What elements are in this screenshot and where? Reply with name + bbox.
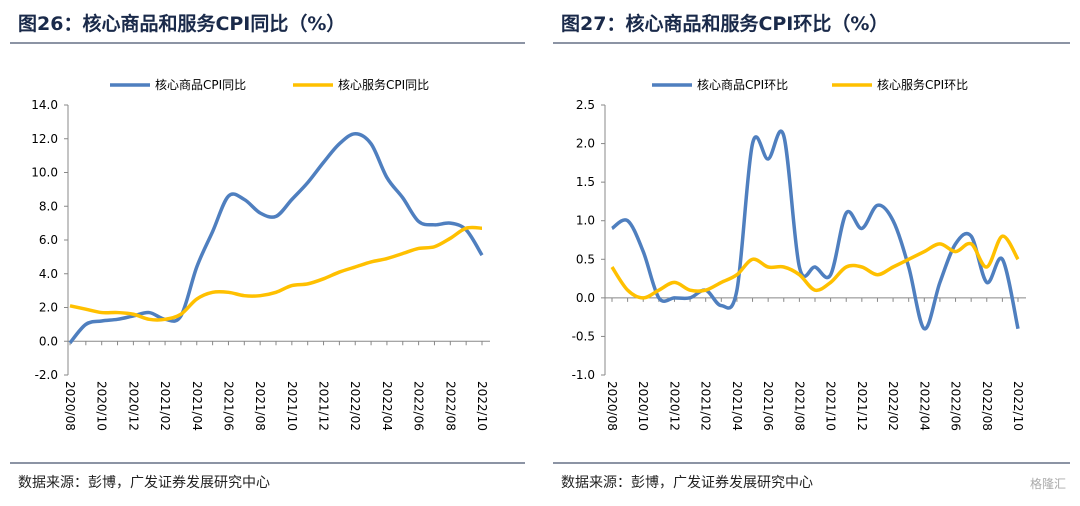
y-tick-label: 0.0 xyxy=(576,291,595,305)
series-line xyxy=(610,234,1020,300)
y-tick-label: -0.5 xyxy=(572,329,595,343)
x-tick-label: 2022/08 xyxy=(980,381,994,431)
y-tick-label: 0.0 xyxy=(39,334,58,348)
x-tick-label: 2022/06 xyxy=(949,381,963,431)
x-tick-label: 2022/04 xyxy=(917,381,931,431)
x-tick-label: 2022/02 xyxy=(886,381,900,431)
x-tick-label: 2022/10 xyxy=(1011,381,1025,431)
x-tick-label: 2021/06 xyxy=(761,381,775,431)
chart-title: 图27：核心商品和服务CPI环比（%） xyxy=(561,12,888,35)
y-tick-label: 4.0 xyxy=(39,267,58,281)
watermark: 格隆汇 xyxy=(1030,476,1066,491)
series-line xyxy=(69,225,483,322)
x-tick-label: 2022/08 xyxy=(443,381,457,431)
x-tick-label: 2021/04 xyxy=(190,381,204,431)
y-tick-label: -1.0 xyxy=(572,368,595,382)
x-tick-label: 2021/02 xyxy=(158,381,172,431)
x-tick-label: 2021/02 xyxy=(699,381,713,431)
legend-label: 核心服务CPI环比 xyxy=(877,77,968,92)
x-tick-label: 2020/10 xyxy=(636,381,650,431)
x-tick-label: 2021/12 xyxy=(855,381,869,431)
x-tick-label: 2021/06 xyxy=(221,381,235,431)
y-tick-label: 6.0 xyxy=(39,233,58,247)
y-tick-label: 14.0 xyxy=(31,98,58,112)
y-tick-label: 2.5 xyxy=(576,98,595,112)
x-tick-label: 2022/04 xyxy=(380,381,394,431)
legend-label: 核心商品CPI环比 xyxy=(697,77,788,92)
x-tick-label: 2022/02 xyxy=(348,381,362,431)
legend-label: 核心商品CPI同比 xyxy=(155,77,246,92)
x-tick-label: 2021/10 xyxy=(824,381,838,431)
y-tick-label: 1.0 xyxy=(576,214,595,228)
series-line xyxy=(610,129,1020,331)
y-tick-label: 2.0 xyxy=(576,137,595,151)
x-tick-label: 2021/08 xyxy=(792,381,806,431)
source: 数据来源：彭博，广发证券发展研究中心 xyxy=(561,474,813,491)
y-tick-label: 12.0 xyxy=(31,132,58,146)
y-tick-label: 0.5 xyxy=(576,252,595,266)
chart-title: 图26：核心商品和服务CPI同比（%） xyxy=(18,12,345,35)
y-tick-label: 2.0 xyxy=(39,301,58,315)
x-tick-label: 2021/04 xyxy=(730,381,744,431)
x-tick-label: 2021/10 xyxy=(285,381,299,431)
x-tick-label: 2022/06 xyxy=(412,381,426,431)
x-tick-label: 2020/08 xyxy=(63,381,77,431)
x-tick-label: 2020/12 xyxy=(126,381,140,431)
x-tick-label: 2020/08 xyxy=(605,381,619,431)
y-tick-label: 1.5 xyxy=(576,175,595,189)
y-tick-label: 8.0 xyxy=(39,199,58,213)
x-tick-label: 2020/12 xyxy=(667,381,681,431)
y-tick-label: 10.0 xyxy=(31,166,58,180)
x-tick-label: 2021/08 xyxy=(253,381,267,431)
x-tick-label: 2020/10 xyxy=(95,381,109,431)
series-line xyxy=(68,131,484,345)
y-tick-label: -2.0 xyxy=(35,368,58,382)
source: 数据来源：彭博，广发证券发展研究中心 xyxy=(18,474,270,491)
legend-label: 核心服务CPI同比 xyxy=(338,77,429,92)
x-tick-label: 2022/10 xyxy=(475,381,489,431)
x-tick-label: 2021/12 xyxy=(317,381,331,431)
